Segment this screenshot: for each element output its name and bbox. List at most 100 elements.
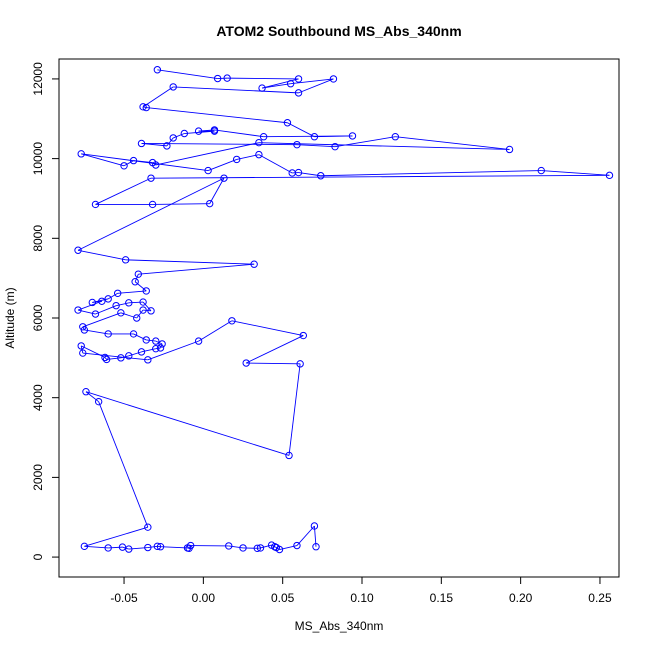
plot-frame	[58, 58, 620, 578]
series-segment	[98, 401, 149, 528]
data-point	[112, 301, 120, 310]
x-tick-label: 0.00	[192, 591, 216, 605]
data-point	[258, 84, 266, 92]
data-point	[139, 103, 147, 111]
data-point	[239, 544, 247, 552]
series-segment	[84, 329, 109, 335]
data-point	[101, 353, 109, 362]
y-tick-label: 0	[31, 553, 45, 560]
data-point	[210, 127, 219, 135]
data-point	[255, 138, 263, 147]
data-point	[148, 158, 157, 167]
series-segment	[290, 78, 334, 85]
series-segment	[214, 129, 264, 138]
data-point	[144, 523, 152, 531]
series-segment	[395, 136, 510, 150]
data-point	[74, 246, 82, 254]
data-point	[537, 166, 545, 175]
data-point	[144, 356, 152, 364]
series-segment	[117, 290, 147, 294]
series-segment	[108, 546, 123, 549]
series-segment	[298, 78, 334, 94]
data-point	[120, 162, 128, 170]
data-point	[294, 75, 303, 83]
data-point	[223, 74, 231, 82]
y-axis: 0 2000 4000 6000 8000 10000 12000	[31, 62, 60, 560]
series-segment	[298, 172, 321, 177]
series-segment	[274, 546, 277, 548]
series-segment	[207, 158, 237, 171]
data-point	[283, 119, 292, 127]
data-point	[148, 200, 157, 209]
series-segment	[246, 362, 301, 365]
series-segment	[85, 391, 99, 403]
data-point	[153, 66, 162, 74]
series-segment	[260, 544, 272, 549]
data-point	[137, 139, 146, 148]
data-point	[129, 156, 138, 165]
data-point	[250, 260, 258, 268]
data-point	[142, 103, 150, 112]
series-segment	[146, 107, 288, 124]
data-point	[153, 542, 162, 551]
series-segment	[81, 153, 209, 172]
data-point	[204, 166, 212, 175]
y-tick-label: 4000	[31, 384, 45, 411]
series-segment	[107, 292, 118, 300]
data-point	[169, 134, 177, 142]
series-segment	[228, 545, 244, 549]
data-point	[220, 174, 228, 182]
series-segment	[95, 305, 117, 315]
series-segment	[151, 174, 610, 179]
data-point	[194, 337, 203, 345]
x-tick-label: 0.15	[430, 591, 454, 605]
series-segment	[133, 333, 147, 341]
series-segment	[287, 122, 315, 138]
series-segment	[258, 142, 510, 150]
series-segment	[123, 160, 134, 167]
data-point	[104, 295, 112, 303]
y-tick-label: 2000	[31, 464, 45, 491]
data-point	[293, 541, 301, 550]
x-tick-label: 0.25	[588, 591, 612, 605]
data-point	[80, 326, 89, 334]
series-segment	[173, 86, 299, 94]
y-tick-label: 10000	[31, 142, 45, 176]
series-segment	[146, 339, 156, 342]
series-segment	[152, 203, 210, 205]
data-point	[77, 150, 85, 158]
series-segment	[236, 154, 259, 160]
data-point	[206, 199, 214, 208]
data-point	[158, 340, 166, 348]
series-segment	[147, 340, 199, 361]
series-segment	[77, 249, 126, 261]
series-segment	[77, 300, 102, 311]
data-point	[256, 544, 265, 552]
data-point	[104, 544, 112, 552]
data-point	[129, 330, 138, 338]
data-point	[255, 150, 263, 159]
data-point	[152, 337, 160, 345]
data-point	[77, 342, 85, 350]
series-segment	[296, 144, 336, 148]
data-point	[310, 133, 319, 141]
data-point	[242, 359, 250, 367]
data-point	[79, 349, 87, 357]
data-point	[117, 354, 125, 362]
series-segment	[227, 77, 299, 80]
series-segment	[160, 546, 188, 549]
series-segment	[138, 263, 255, 275]
series-segment	[134, 273, 139, 282]
data-point	[147, 174, 155, 182]
data-point	[293, 140, 301, 149]
series-segment	[261, 78, 299, 89]
series-segment	[116, 302, 129, 307]
data-point	[186, 541, 195, 550]
data-point	[163, 142, 171, 150]
series-segment	[136, 309, 144, 319]
series-segment	[261, 83, 291, 89]
series-segment	[134, 281, 147, 292]
data-point	[228, 317, 236, 325]
series-segment	[155, 142, 259, 166]
